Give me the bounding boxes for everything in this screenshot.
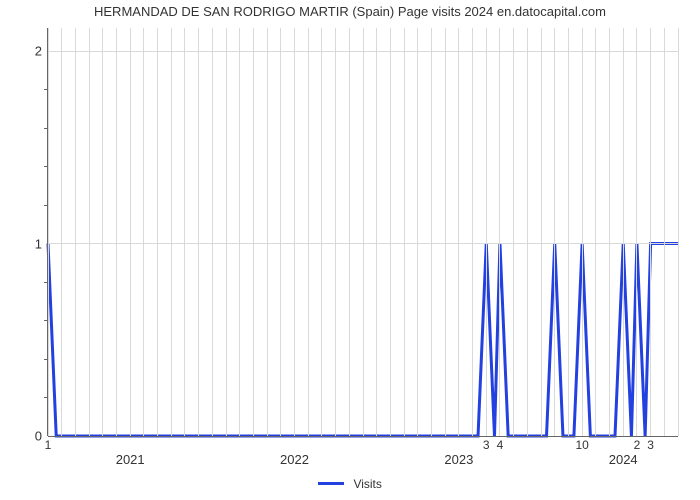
legend: Visits: [0, 476, 700, 491]
grid-line-v: [198, 28, 199, 436]
grid-line-h: [48, 51, 678, 52]
grid-line-v: [636, 28, 637, 436]
grid-line-v: [554, 28, 555, 436]
grid-line-v: [212, 28, 213, 436]
grid-line-v: [609, 28, 610, 436]
grid-line-v: [363, 28, 364, 436]
grid-line-v: [678, 28, 679, 436]
y-tick-label: 1: [35, 236, 48, 251]
x-point-label: 2: [634, 436, 641, 452]
x-point-label: 4: [497, 436, 504, 452]
x-point-label: 10: [575, 436, 588, 452]
grid-line-v: [431, 28, 432, 436]
grid-line-v: [89, 28, 90, 436]
grid-line-v: [267, 28, 268, 436]
grid-line-v: [253, 28, 254, 436]
grid-line-v: [513, 28, 514, 436]
grid-line-v: [239, 28, 240, 436]
grid-line-v: [75, 28, 76, 436]
grid-line-v: [102, 28, 103, 436]
grid-line-v: [404, 28, 405, 436]
grid-line-v: [541, 28, 542, 436]
grid-line-v: [321, 28, 322, 436]
grid-line-v: [349, 28, 350, 436]
x-year-label: 2023: [444, 436, 473, 467]
grid-line-v: [116, 28, 117, 436]
grid-line-v: [294, 28, 295, 436]
legend-label: Visits: [353, 477, 381, 491]
chart-title: HERMANDAD DE SAN RODRIGO MARTIR (Spain) …: [0, 4, 700, 19]
grid-line-v: [61, 28, 62, 436]
grid-line-v: [499, 28, 500, 436]
grid-line-v: [458, 28, 459, 436]
x-year-label: 2022: [280, 436, 309, 467]
grid-line-v: [595, 28, 596, 436]
grid-line-v: [184, 28, 185, 436]
grid-line-v: [226, 28, 227, 436]
grid-line-v: [582, 28, 583, 436]
grid-line-v: [308, 28, 309, 436]
grid-line-v: [280, 28, 281, 436]
grid-line-v: [568, 28, 569, 436]
y-tick-label: 2: [35, 44, 48, 59]
grid-line-v: [157, 28, 158, 436]
grid-line-v: [664, 28, 665, 436]
grid-line-v: [472, 28, 473, 436]
x-point-label: 3: [483, 436, 490, 452]
grid-line-v: [143, 28, 144, 436]
grid-line-v: [445, 28, 446, 436]
grid-line-v: [650, 28, 651, 436]
grid-line-v: [376, 28, 377, 436]
grid-line-v: [130, 28, 131, 436]
grid-line-v: [390, 28, 391, 436]
x-point-label: 1: [45, 436, 52, 452]
grid-line-v: [486, 28, 487, 436]
legend-swatch: [318, 482, 344, 485]
grid-line-v: [417, 28, 418, 436]
chart-root: HERMANDAD DE SAN RODRIGO MARTIR (Spain) …: [0, 0, 700, 500]
x-year-label: 2021: [116, 436, 145, 467]
grid-line-v: [527, 28, 528, 436]
grid-line-v: [171, 28, 172, 436]
y-axis: [47, 28, 48, 436]
grid-line-h: [48, 243, 678, 244]
x-point-label: 3: [647, 436, 654, 452]
grid-line-v: [623, 28, 624, 436]
plot-area: 01220212022202320241341023: [48, 28, 678, 436]
grid-line-v: [335, 28, 336, 436]
